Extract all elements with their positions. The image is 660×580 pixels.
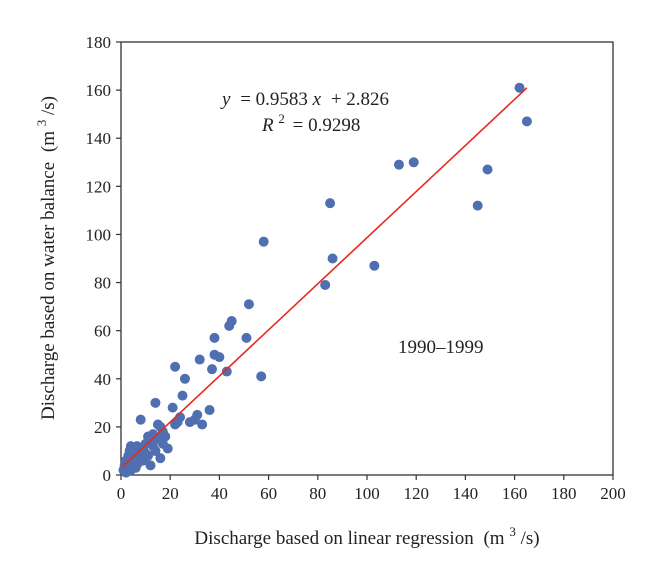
y-axis-title: Discharge based on water balance (m 3 /s… [30,96,59,420]
y-tick-label: 80 [94,274,111,293]
data-point [145,460,156,471]
data-point [241,332,252,343]
y-tick-label: 0 [103,466,112,485]
data-point [160,431,171,442]
data-point [179,373,190,384]
y-tick-label: 140 [86,129,112,148]
x-axis-title: Discharge based on linear regression (m … [194,520,539,549]
x-tick-label: 120 [403,484,429,503]
equation-slope: = 0.9583 [240,89,308,110]
r-squared-value: = 0.9298 [293,115,361,136]
r-squared: R 2 = 0.9298 [261,107,360,136]
r-squared-label: R [261,115,274,136]
equation-intercept: + 2.826 [331,89,389,110]
y-axis-unit-prefix: (m [38,131,59,152]
data-point [256,371,267,382]
axis-ticks: 0 20 40 60 80 100 120 140 160 180 200 0 20 40 60 80 100 1… [86,33,626,503]
data-point [192,409,203,420]
data-point [209,332,220,343]
regression-equation: y = 0.9583 x + 2.826 [220,89,389,110]
data-point [320,279,331,290]
x-tick-label: 60 [260,484,277,503]
data-point [170,361,181,372]
x-axis-title-text: Discharge based on linear regression [194,528,474,549]
data-point [150,445,161,456]
data-point [204,405,215,416]
trend-line [121,87,528,468]
data-point [135,414,146,425]
data-point [194,354,205,365]
data-point [521,116,532,127]
x-tick-label: 0 [117,484,126,503]
y-axis-title-text: Discharge based on water balance [38,162,59,420]
data-point [393,159,404,170]
y-tick-label: 40 [94,370,111,389]
x-tick-label: 160 [502,484,528,503]
y-tick-label: 20 [94,418,111,437]
y-tick-label: 180 [86,33,112,52]
period-label: 1990–1999 [398,337,484,358]
data-point [197,419,208,430]
x-tick-label: 180 [551,484,577,503]
data-point [177,390,188,401]
x-tick-label: 80 [309,484,326,503]
data-point [472,200,483,211]
data-point [514,82,525,93]
y-tick-label: 100 [86,225,112,244]
x-tick-label: 40 [211,484,228,503]
data-points [118,82,532,478]
data-point [408,157,419,168]
data-point [143,450,154,461]
y-axis-unit-suffix: /s) [38,96,59,115]
equation-x-var: x [312,89,322,110]
data-point [327,253,338,264]
data-point [150,397,161,408]
data-point [482,164,493,175]
r-squared-exponent: 2 [278,111,285,126]
data-point [243,299,254,310]
data-point [325,198,336,209]
y-tick-label: 60 [94,322,111,341]
x-tick-label: 140 [453,484,479,503]
data-point [214,352,225,363]
data-point [207,364,218,375]
data-point [155,453,166,464]
x-axis-unit-exponent: 3 [509,524,516,539]
data-point [167,402,178,413]
x-tick-label: 200 [600,484,626,503]
x-tick-label: 20 [162,484,179,503]
data-point [226,316,237,327]
data-point [221,366,232,377]
equation-y-var: y [220,89,231,110]
y-tick-label: 160 [86,81,112,100]
y-axis-unit-exponent: 3 [34,120,49,127]
data-point [369,260,380,271]
data-point [258,236,269,247]
x-axis-unit-suffix: /s) [521,528,540,549]
x-axis-unit-prefix: (m [483,528,504,549]
x-tick-label: 100 [354,484,380,503]
data-point [162,443,173,454]
y-tick-label: 120 [86,177,112,196]
